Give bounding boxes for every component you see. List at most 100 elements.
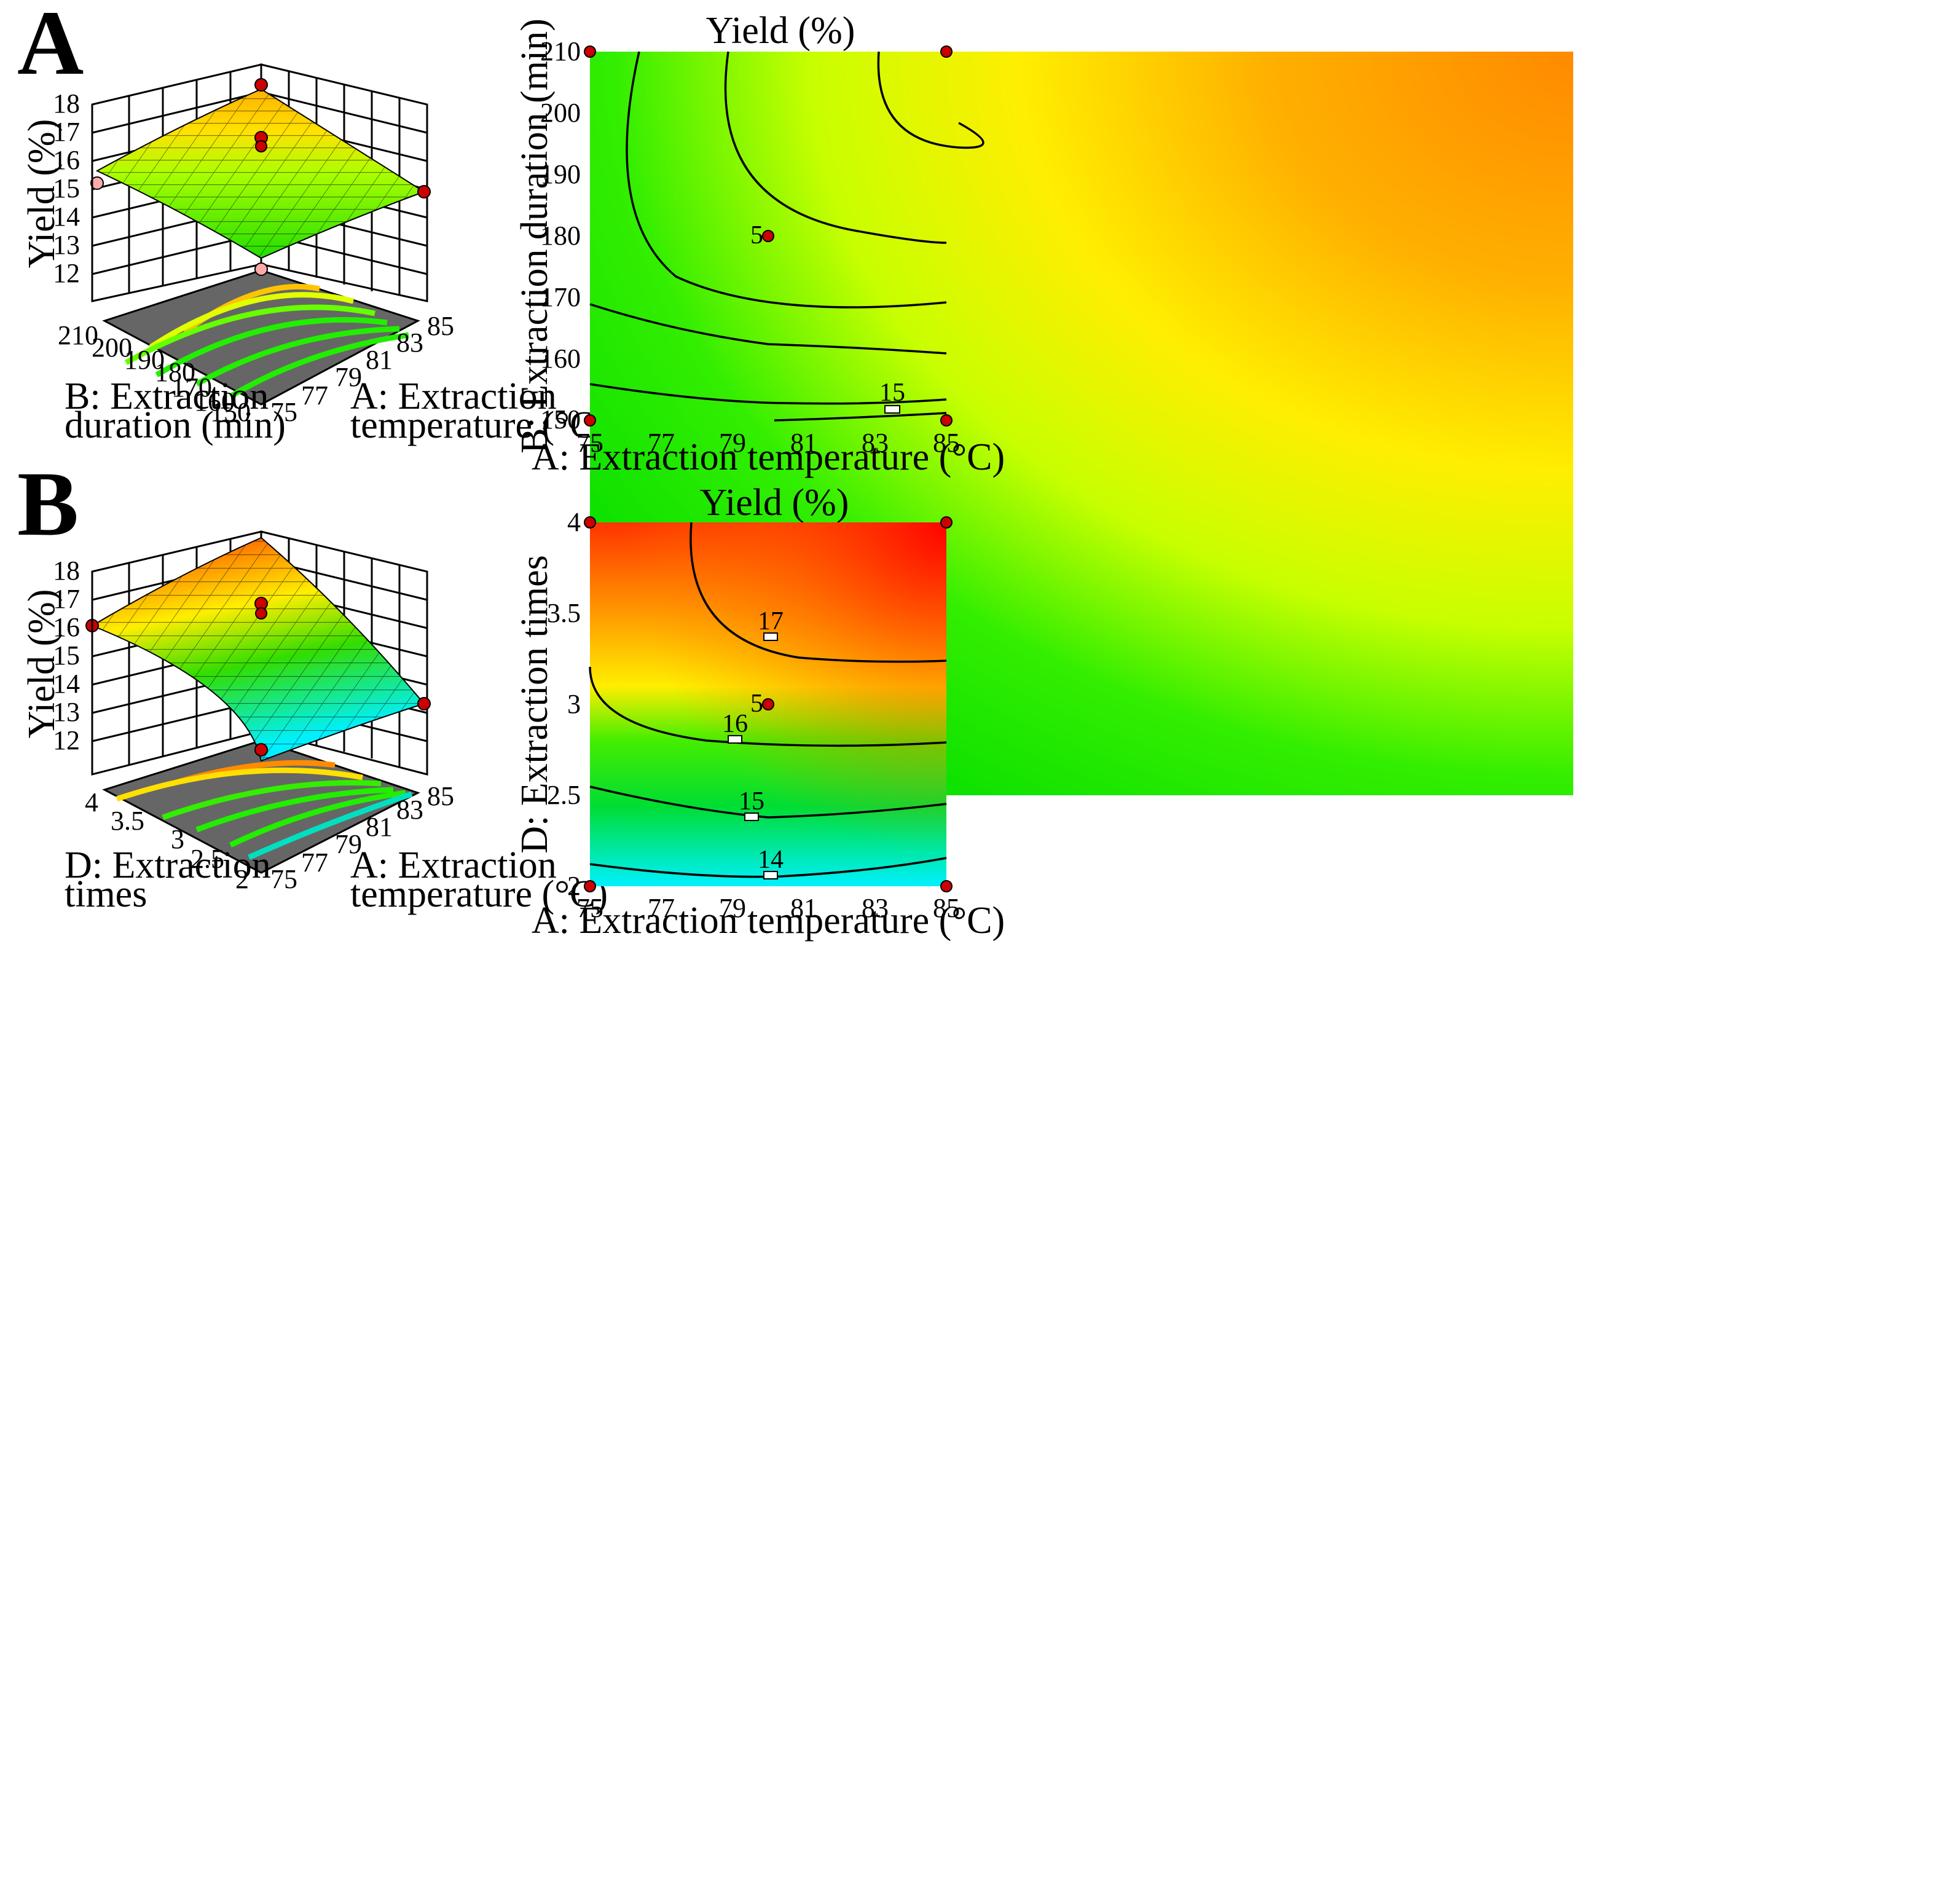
y-tick: 3.5 (111, 806, 144, 836)
y-tick: 190 (124, 345, 165, 375)
y-tick: 2.5 (191, 844, 224, 874)
y-tick: 4 (85, 787, 98, 817)
contour-a-title: Yield (%) (706, 10, 855, 52)
z-tick: 18 (53, 556, 80, 586)
contour-plot-b: Yield (%) 75 77 79 81 83 85 2 2.5 3 (514, 482, 1005, 942)
y-tick: 4 (567, 507, 581, 537)
contour-plot-a: Yield (%) 75 77 79 81 83 85 150 160 (514, 10, 1573, 795)
y-tick: 3 (567, 689, 581, 719)
y-tick: 150 (540, 404, 581, 435)
contour-a-y-label: B: Extraction duration (min) (514, 18, 556, 454)
y-tick: 3.5 (547, 598, 581, 628)
x-tick: 77 (301, 380, 328, 411)
panel-a: A (17, 0, 1573, 795)
x-tick: 81 (366, 345, 393, 375)
panel-letter-b: B (17, 453, 79, 555)
contour-b-x-label: A: Extraction temperature (°C) (532, 900, 1005, 942)
x-tick: 77 (648, 893, 675, 923)
y-tick: 3 (171, 824, 184, 854)
surface-b-y-label-1: D: Extraction (65, 844, 271, 886)
z-tick: 18 (53, 89, 80, 119)
panel-b: B (17, 453, 1005, 942)
x-tick: 75 (576, 893, 603, 923)
z-tick: 13 (53, 697, 80, 727)
surface-a-points (90, 78, 431, 276)
contour-b-title: Yield (%) (700, 482, 849, 524)
x-tick: 85 (933, 428, 960, 458)
surface-b-z-ticks: 18 17 16 15 14 13 12 (53, 556, 80, 755)
x-tick: 85 (427, 311, 454, 341)
z-tick: 14 (53, 669, 80, 699)
z-tick: 17 (53, 117, 80, 147)
y-tick: 2 (567, 871, 581, 901)
y-tick: 210 (58, 320, 98, 350)
contour-a-center-label: 5 (750, 221, 763, 250)
z-tick: 17 (53, 584, 80, 614)
surface-plot-a: 18 17 16 15 14 13 12 Yield (%) 210 200 1… (21, 63, 608, 446)
surface-a-y-label-2: duration (min) (65, 404, 286, 446)
z-tick: 16 (53, 612, 80, 642)
surface-b-x-ticks: 75 77 79 81 83 85 (270, 781, 454, 894)
z-tick: 14 (53, 202, 80, 232)
x-tick: 83 (862, 428, 889, 458)
contour-b-center-label: 5 (750, 690, 763, 718)
surface-a-z-label: Yield (%) (21, 119, 63, 269)
y-tick: 150 (210, 397, 251, 427)
surface-b-x-label-2: temperature (°C) (350, 873, 608, 915)
y-tick: 160 (194, 387, 235, 417)
x-tick: 79 (719, 428, 746, 458)
z-tick: 13 (53, 230, 80, 260)
x-tick: 81 (790, 428, 817, 458)
surface-a-y-ticks: 210 200 190 180 170 160 150 (58, 320, 251, 427)
contour-a-level-label: 15 (879, 379, 905, 407)
z-tick: 15 (53, 640, 80, 671)
contour-b-level-label: 15 (739, 787, 764, 816)
contour-a-lines (589, 51, 984, 422)
z-tick: 16 (53, 145, 80, 175)
contour-b-points (584, 516, 953, 892)
contour-a-xticks: 75 77 79 81 83 85 (576, 428, 960, 458)
x-tick: 83 (396, 795, 423, 825)
y-tick: 160 (540, 344, 581, 374)
surface-a-z-ticks: 18 17 16 15 14 13 12 (53, 89, 80, 288)
z-tick: 15 (53, 173, 80, 203)
surface-b-y-label-2: times (65, 873, 147, 915)
z-tick: 12 (53, 725, 80, 755)
x-tick: 77 (301, 848, 328, 878)
y-tick: 200 (92, 332, 132, 363)
y-tick: 2.5 (547, 780, 581, 810)
y-tick: 170 (540, 282, 581, 312)
contour-b-level-label: 17 (758, 607, 784, 635)
y-tick: 190 (540, 159, 581, 189)
contour-b-y-label: D: Extraction times (514, 555, 556, 854)
y-tick: 170 (171, 372, 212, 403)
surface-b-z-label: Yield (%) (21, 589, 63, 739)
x-tick: 83 (396, 328, 423, 358)
z-tick: 12 (53, 258, 80, 288)
surface-a-x-label-2: temperature (°C) (350, 404, 608, 446)
x-tick: 75 (270, 397, 297, 427)
surface-b-x-label-1: A: Extraction (350, 844, 557, 886)
x-tick: 75 (270, 864, 297, 894)
x-tick: 83 (862, 893, 889, 923)
y-tick: 210 (540, 36, 581, 66)
panel-letter-a: A (17, 0, 84, 94)
surface-plot-b: 18 17 16 15 14 13 12 Yield (%) 4 3.5 3 2… (21, 530, 608, 915)
y-tick: 180 (155, 357, 195, 387)
y-tick: 200 (540, 98, 581, 128)
contour-b-level-label: 14 (758, 846, 784, 874)
x-tick: 79 (335, 362, 362, 392)
contour-a-x-label: A: Extraction temperature (°C) (532, 436, 1005, 478)
surface-b-floor (102, 739, 420, 874)
contour-a-yticks: 150 160 170 180 190 200 210 (540, 36, 581, 435)
surface-a-floor (102, 269, 420, 406)
surface-a-x-ticks: 75 77 79 81 83 85 (270, 311, 454, 427)
x-tick: 81 (366, 812, 393, 842)
x-tick: 79 (719, 893, 746, 923)
x-tick: 85 (427, 781, 454, 811)
contour-b-lines (589, 522, 947, 878)
contour-b-level-markers (728, 632, 778, 879)
surface-b-y-ticks: 4 3.5 3 2.5 2 (85, 787, 249, 894)
contour-b-xticks: 75 77 79 81 83 85 (576, 893, 960, 923)
x-tick: 77 (648, 428, 675, 458)
